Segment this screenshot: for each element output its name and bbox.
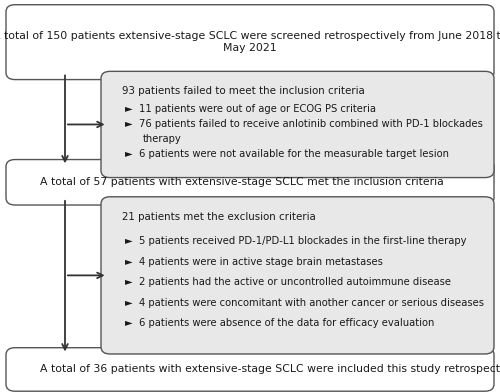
Text: ►  2 patients had the active or uncontrolled autoimmune disease: ► 2 patients had the active or uncontrol… [125,277,451,287]
Text: ►  4 patients were in active stage brain metastases: ► 4 patients were in active stage brain … [125,257,383,267]
Text: A total of 57 patients with extensive-stage SCLC met the inclusion criteria: A total of 57 patients with extensive-st… [40,177,444,187]
Text: ►  4 patients were concomitant with another cancer or serious diseases: ► 4 patients were concomitant with anoth… [125,298,484,308]
Text: ►  5 patients received PD-1/PD-L1 blockades in the first-line therapy: ► 5 patients received PD-1/PD-L1 blockad… [125,236,466,246]
Text: A total of 150 patients extensive-stage SCLC were screened retrospectively from : A total of 150 patients extensive-stage … [0,31,500,53]
FancyBboxPatch shape [101,197,494,354]
Text: 93 patients failed to meet the inclusion criteria: 93 patients failed to meet the inclusion… [122,86,365,96]
Text: therapy: therapy [142,134,182,144]
Text: ►  11 patients were out of age or ECOG PS criteria: ► 11 patients were out of age or ECOG PS… [125,104,376,114]
Text: ►  6 patients were absence of the data for efficacy evaluation: ► 6 patients were absence of the data fo… [125,318,434,328]
Text: ►  6 patients were not available for the measurable target lesion: ► 6 patients were not available for the … [125,149,449,159]
FancyBboxPatch shape [6,348,494,391]
Text: 21 patients met the exclusion criteria: 21 patients met the exclusion criteria [122,212,316,222]
Text: ►  76 patients failed to receive anlotinib combined with PD-1 blockades: ► 76 patients failed to receive anlotini… [125,119,483,129]
FancyBboxPatch shape [101,71,494,178]
FancyBboxPatch shape [6,160,494,205]
Text: A total of 36 patients with extensive-stage SCLC were included this study retros: A total of 36 patients with extensive-st… [40,365,500,374]
FancyBboxPatch shape [6,5,494,80]
